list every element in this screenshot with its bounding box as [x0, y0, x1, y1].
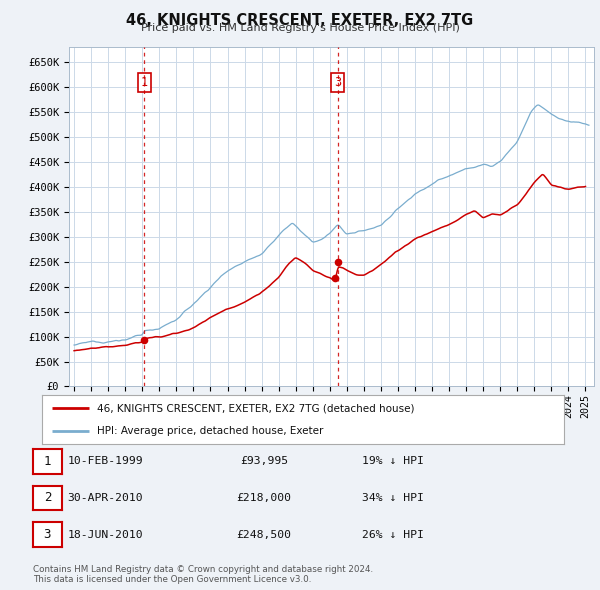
Text: Price paid vs. HM Land Registry's House Price Index (HPI): Price paid vs. HM Land Registry's House … [140, 23, 460, 33]
Text: 1: 1 [44, 455, 51, 468]
Text: 1: 1 [140, 76, 148, 89]
Text: 3: 3 [334, 76, 341, 89]
Text: £248,500: £248,500 [236, 530, 292, 539]
Text: 2: 2 [44, 491, 51, 504]
Text: 10-FEB-1999: 10-FEB-1999 [67, 457, 143, 466]
Text: 46, KNIGHTS CRESCENT, EXETER, EX2 7TG: 46, KNIGHTS CRESCENT, EXETER, EX2 7TG [127, 13, 473, 28]
Text: 19% ↓ HPI: 19% ↓ HPI [362, 457, 424, 466]
Text: Contains HM Land Registry data © Crown copyright and database right 2024.
This d: Contains HM Land Registry data © Crown c… [33, 565, 373, 584]
Text: £93,995: £93,995 [240, 457, 288, 466]
Text: 26% ↓ HPI: 26% ↓ HPI [362, 530, 424, 539]
Text: £218,000: £218,000 [236, 493, 292, 503]
Text: 46, KNIGHTS CRESCENT, EXETER, EX2 7TG (detached house): 46, KNIGHTS CRESCENT, EXETER, EX2 7TG (d… [97, 404, 415, 414]
Text: 3: 3 [44, 528, 51, 541]
Text: 18-JUN-2010: 18-JUN-2010 [67, 530, 143, 539]
Text: 34% ↓ HPI: 34% ↓ HPI [362, 493, 424, 503]
Text: HPI: Average price, detached house, Exeter: HPI: Average price, detached house, Exet… [97, 425, 323, 435]
Text: 30-APR-2010: 30-APR-2010 [67, 493, 143, 503]
